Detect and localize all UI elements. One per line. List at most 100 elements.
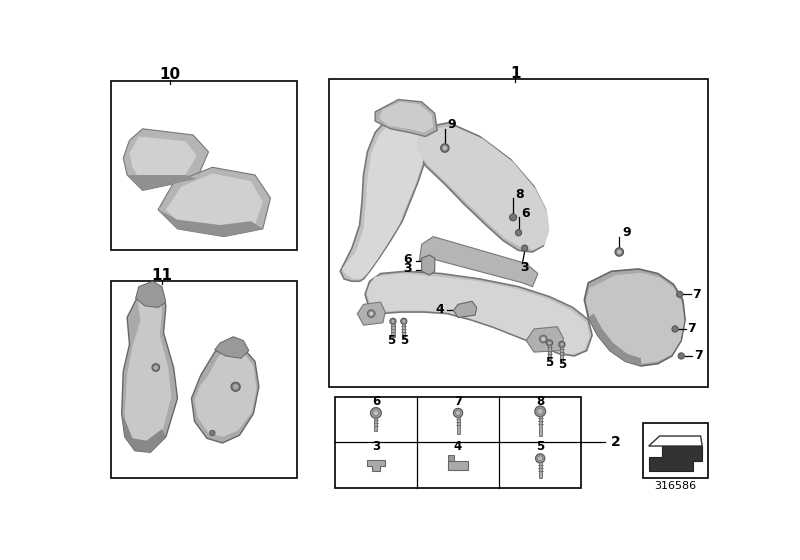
Polygon shape <box>454 301 477 318</box>
Polygon shape <box>340 113 430 281</box>
Bar <box>111 81 297 250</box>
Polygon shape <box>422 255 435 275</box>
Polygon shape <box>366 273 590 354</box>
Text: 7: 7 <box>692 288 701 301</box>
Polygon shape <box>419 236 538 287</box>
Polygon shape <box>526 326 563 352</box>
Circle shape <box>367 310 375 318</box>
Polygon shape <box>365 271 592 356</box>
Polygon shape <box>584 269 685 366</box>
Bar <box>560 347 563 361</box>
Text: 9: 9 <box>622 226 631 239</box>
Polygon shape <box>379 102 434 133</box>
Text: 11: 11 <box>151 268 173 283</box>
Circle shape <box>152 363 160 371</box>
Circle shape <box>615 248 623 256</box>
Bar <box>457 417 459 433</box>
Polygon shape <box>158 167 270 236</box>
Text: 7: 7 <box>694 349 702 362</box>
Circle shape <box>539 335 547 343</box>
Text: 3: 3 <box>372 440 380 453</box>
Circle shape <box>522 245 528 251</box>
Polygon shape <box>586 273 684 363</box>
Polygon shape <box>166 174 262 233</box>
Circle shape <box>538 408 543 414</box>
Circle shape <box>401 318 407 324</box>
Circle shape <box>402 320 406 323</box>
Text: 3: 3 <box>520 261 529 274</box>
Bar <box>548 345 551 359</box>
Polygon shape <box>448 455 454 461</box>
Polygon shape <box>125 291 171 446</box>
Text: 5: 5 <box>546 356 554 370</box>
Circle shape <box>548 341 551 344</box>
Text: 4: 4 <box>435 304 444 316</box>
Circle shape <box>455 410 461 416</box>
Text: 5: 5 <box>387 334 395 347</box>
Text: 7: 7 <box>454 395 462 408</box>
Circle shape <box>617 250 622 254</box>
Polygon shape <box>649 446 702 470</box>
Text: 8: 8 <box>515 188 524 200</box>
Circle shape <box>454 408 462 418</box>
Polygon shape <box>194 348 257 437</box>
Text: 8: 8 <box>536 395 544 408</box>
Text: 5: 5 <box>400 334 408 347</box>
Bar <box>335 396 582 488</box>
Circle shape <box>538 456 542 461</box>
Circle shape <box>560 343 564 346</box>
Circle shape <box>546 340 553 346</box>
Polygon shape <box>416 125 550 250</box>
Circle shape <box>534 406 546 417</box>
Polygon shape <box>127 175 197 190</box>
Bar <box>402 324 406 338</box>
Circle shape <box>210 430 215 436</box>
Polygon shape <box>214 337 249 358</box>
Text: 2: 2 <box>610 435 621 449</box>
Text: 3: 3 <box>403 263 411 276</box>
Circle shape <box>370 312 373 315</box>
Polygon shape <box>414 123 548 252</box>
Circle shape <box>391 320 394 323</box>
Circle shape <box>231 382 240 391</box>
Circle shape <box>535 454 545 463</box>
Circle shape <box>442 146 447 150</box>
Text: 4: 4 <box>454 440 462 453</box>
Bar <box>642 423 708 478</box>
Bar <box>111 281 297 478</box>
Text: 6: 6 <box>372 395 380 408</box>
Circle shape <box>542 337 546 341</box>
Polygon shape <box>342 118 427 279</box>
Text: 1: 1 <box>510 66 521 81</box>
Text: 316586: 316586 <box>654 481 696 491</box>
Bar <box>374 418 378 431</box>
Bar <box>329 79 708 387</box>
Text: 5: 5 <box>536 440 544 453</box>
Circle shape <box>390 318 396 324</box>
Polygon shape <box>588 314 641 366</box>
Circle shape <box>672 326 678 332</box>
Polygon shape <box>130 137 197 184</box>
Circle shape <box>677 291 683 297</box>
Text: 6: 6 <box>521 207 530 220</box>
Polygon shape <box>136 281 166 307</box>
Text: 7: 7 <box>687 323 696 335</box>
Polygon shape <box>158 209 262 236</box>
Polygon shape <box>448 461 468 470</box>
Bar <box>538 416 542 436</box>
Polygon shape <box>191 344 259 443</box>
Polygon shape <box>366 460 386 470</box>
Circle shape <box>370 408 382 418</box>
Circle shape <box>559 341 565 347</box>
Text: 6: 6 <box>403 253 411 266</box>
Circle shape <box>441 144 449 152</box>
Circle shape <box>515 230 522 236</box>
Polygon shape <box>122 414 166 452</box>
Circle shape <box>510 214 517 221</box>
Polygon shape <box>122 287 178 452</box>
Bar <box>391 324 394 338</box>
Text: 9: 9 <box>447 119 456 132</box>
Polygon shape <box>375 100 437 137</box>
Bar <box>538 462 542 478</box>
Text: 5: 5 <box>558 358 566 371</box>
